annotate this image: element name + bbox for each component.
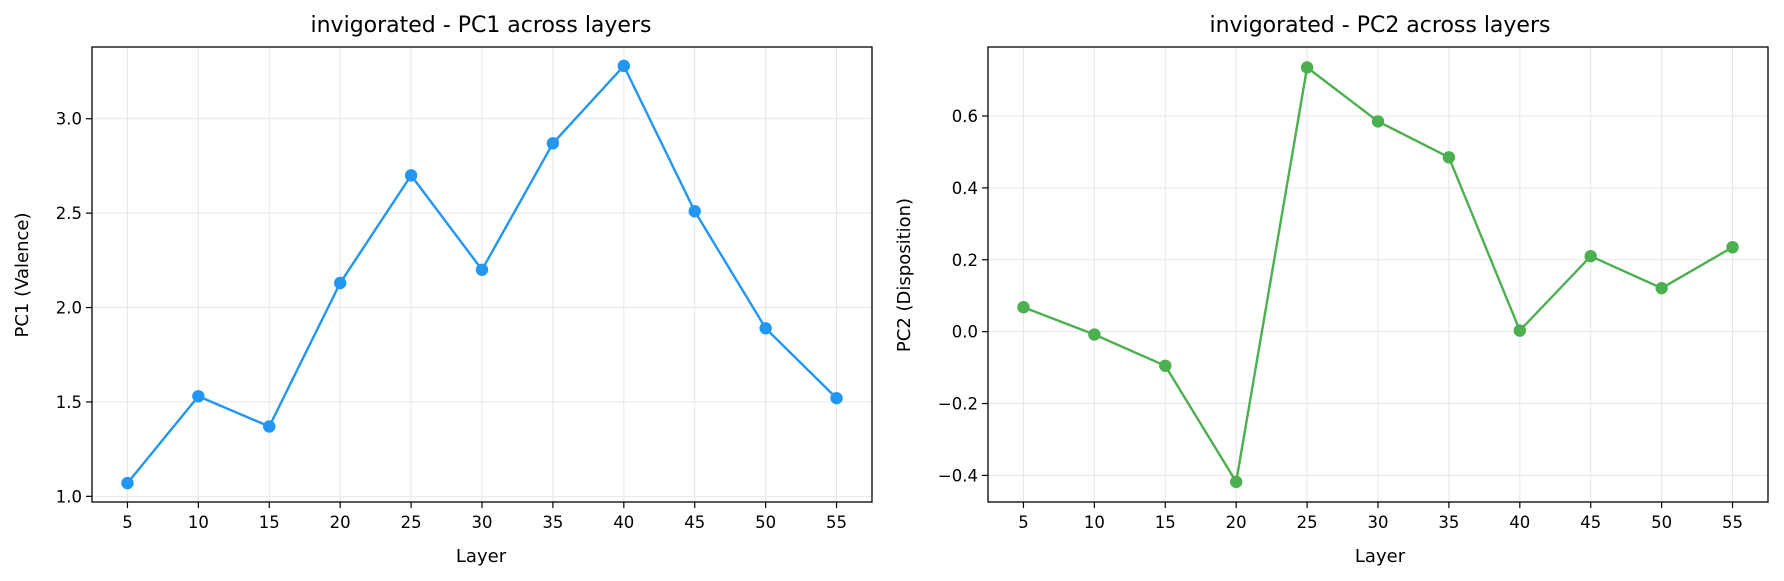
pc2-y-tick-label: 0.4 xyxy=(952,179,978,198)
pc2-data-point xyxy=(1584,249,1597,263)
pc1-y-tick-label: 3.0 xyxy=(56,110,82,129)
pc1-data-point xyxy=(333,276,347,290)
pc1-x-tick-label: 35 xyxy=(542,513,563,532)
pc1-x-tick-label: 5 xyxy=(122,513,133,532)
pc2-x-tick-label: 35 xyxy=(1438,513,1459,532)
pc1-data-point xyxy=(546,137,560,150)
pc2-data-point xyxy=(1300,61,1314,74)
pc2-y-tick-label: −0.4 xyxy=(938,466,978,485)
pc2-x-tick-label: 10 xyxy=(1084,513,1105,532)
pc1-data-point xyxy=(192,390,205,403)
pc1-y-tick-label: 1.0 xyxy=(56,487,82,506)
pc1-y-tick-label: 1.5 xyxy=(56,393,82,412)
pc1-x-axis-label: Layer xyxy=(456,546,507,567)
pc1-chart-panel: invigorated - PC1 across layers Layer PC… xyxy=(12,13,873,567)
pc1-data-point xyxy=(121,476,134,490)
pc2-data-point xyxy=(1442,151,1456,164)
pc2-data-point xyxy=(1371,115,1385,128)
pc2-x-tick-label: 40 xyxy=(1509,513,1530,532)
pc2-data-point xyxy=(1513,324,1527,337)
pc2-data-point xyxy=(1088,328,1101,341)
pc2-data-point xyxy=(1229,475,1243,489)
pc1-chart-title: invigorated - PC1 across layers xyxy=(311,13,652,38)
pc1-y-tick-label: 2.0 xyxy=(56,299,82,318)
pc2-x-tick-label: 25 xyxy=(1297,513,1318,532)
pc2-y-tick-label: 0.2 xyxy=(952,251,978,270)
pc1-data-point xyxy=(475,263,489,276)
pc1-data-point xyxy=(830,391,843,405)
pc2-x-tick-label: 20 xyxy=(1226,513,1247,532)
pc2-y-axis-label: PC2 (Disposition) xyxy=(894,198,915,352)
pc2-data-point xyxy=(1655,281,1668,295)
pc2-x-tick-label: 5 xyxy=(1018,513,1029,532)
pc2-chart-title: invigorated - PC2 across layers xyxy=(1210,13,1551,38)
pc2-x-tick-label: 55 xyxy=(1722,513,1743,532)
pc1-data-point xyxy=(617,59,631,73)
pc2-x-axis-label: Layer xyxy=(1355,546,1406,567)
pc2-x-tick-label: 30 xyxy=(1368,513,1389,532)
pc1-x-tick-label: 40 xyxy=(613,513,634,532)
pc1-x-tick-label: 10 xyxy=(188,513,209,532)
pc1-x-tick-label: 30 xyxy=(472,513,493,532)
pc2-y-tick-label: 0.6 xyxy=(952,107,978,126)
pc1-x-tick-label: 15 xyxy=(259,513,280,532)
pc1-data-point xyxy=(263,420,276,433)
pc1-x-tick-label: 20 xyxy=(330,513,351,532)
pc1-x-tick-label: 25 xyxy=(401,513,422,532)
pc2-y-tick-label: −0.2 xyxy=(938,395,978,414)
pc1-y-axis-label: PC1 (Valence) xyxy=(12,212,33,337)
pc1-x-tick-label: 45 xyxy=(684,513,705,532)
pc2-chart-panel: invigorated - PC2 across layers Layer PC… xyxy=(894,13,1769,567)
pc2-data-point xyxy=(1159,359,1172,372)
pc1-x-tick-label: 55 xyxy=(826,513,847,532)
pc1-data-point xyxy=(404,169,418,182)
pc1-data-point xyxy=(688,205,701,218)
pc2-y-tick-label: 0.0 xyxy=(952,323,978,342)
pc2-data-point xyxy=(1017,301,1030,314)
pc2-x-tick-label: 50 xyxy=(1651,513,1672,532)
pc2-data-point xyxy=(1726,240,1739,254)
pc1-x-tick-label: 50 xyxy=(755,513,776,532)
pc1-y-tick-label: 2.5 xyxy=(56,204,82,223)
pc2-x-tick-label: 15 xyxy=(1155,513,1176,532)
pc1-data-point xyxy=(759,322,772,335)
pc2-x-tick-label: 45 xyxy=(1580,513,1601,532)
